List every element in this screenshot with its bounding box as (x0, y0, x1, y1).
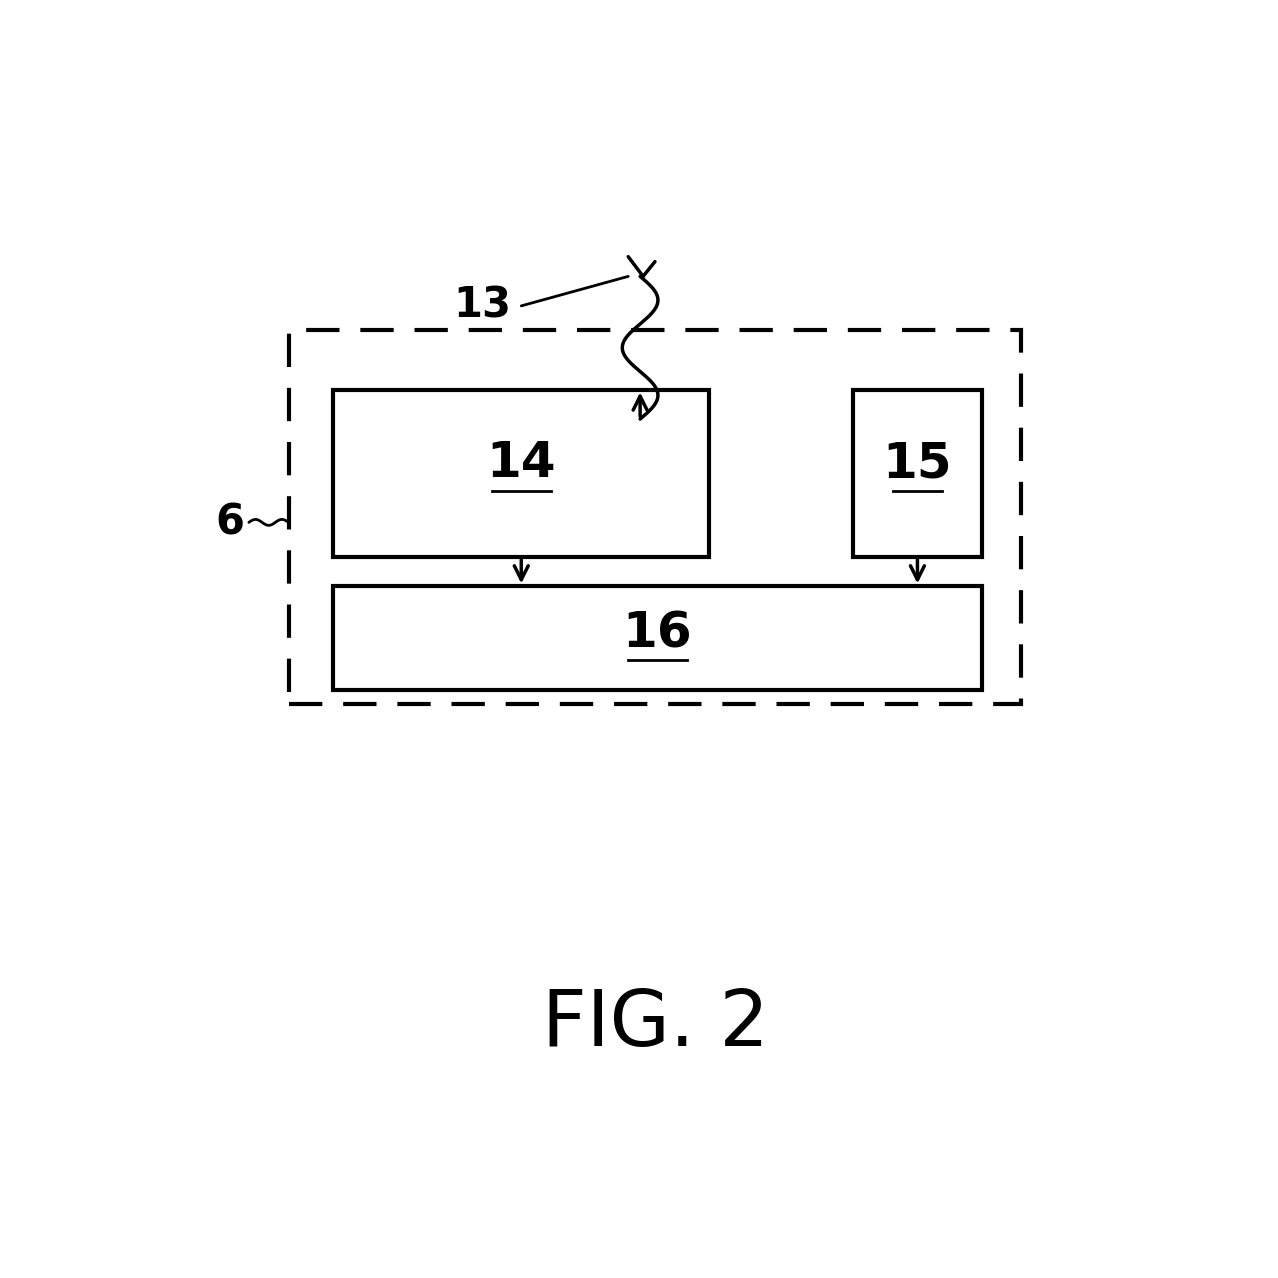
Text: 6: 6 (215, 501, 244, 543)
Text: 16: 16 (622, 610, 693, 657)
Text: 14: 14 (487, 440, 556, 487)
Bar (289, 331, 1021, 704)
Text: 15: 15 (883, 440, 952, 487)
Text: FIG. 2: FIG. 2 (542, 987, 768, 1062)
Bar (334, 587, 982, 690)
Bar (334, 390, 709, 557)
Bar (854, 390, 982, 557)
Text: 13: 13 (454, 285, 511, 327)
